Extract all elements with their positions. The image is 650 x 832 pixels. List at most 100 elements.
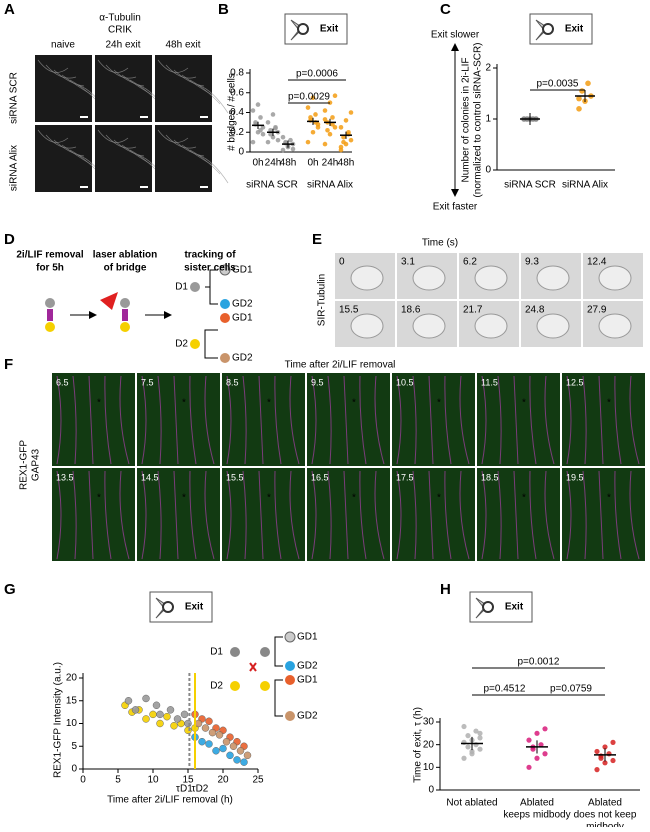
data-point [602,744,608,750]
data-point [465,733,471,739]
membrane [189,375,197,465]
data-point [243,751,252,760]
membrane [119,375,130,465]
icon-label: Exit [185,602,204,613]
icon-box [284,13,348,45]
data-point [330,115,335,120]
cell-shape [536,313,570,339]
icon-nucleus [297,23,309,35]
data-point [348,137,354,143]
group-label: siRNA SCR [246,180,298,191]
membrane [428,470,434,560]
fiber [173,69,205,87]
data-point [322,117,328,122]
data-point [322,108,328,113]
membrane [343,375,349,465]
data-point [240,758,248,766]
data-point [341,139,346,145]
x-tick-label: midbody [586,822,624,827]
data-point [585,80,591,87]
time-label: 10.5 [396,377,414,387]
membrane [544,375,555,465]
marker-label: τD1 [176,784,193,795]
tree-lines [204,269,218,359]
cell [285,675,295,685]
membrane [374,470,385,560]
fiber [45,64,77,79]
data-point [542,726,548,732]
fiber [197,154,229,184]
data-point [343,118,349,123]
panel-label: G [4,581,16,598]
cell [45,298,55,308]
x-tick-label: 0h [252,158,263,169]
data-point [166,706,175,714]
star: * [522,493,526,504]
tree-label: GD1 [297,632,318,643]
micrograph [95,125,152,192]
fiber [105,134,137,149]
x-tick-label: siRNA Alix [562,180,608,191]
data-point [265,139,271,145]
membrane [274,375,282,465]
membrane [396,470,402,560]
p-value: p=0.0006 [296,69,338,80]
star: * [352,398,356,409]
membrane [204,470,215,560]
direction-label: Exit faster [433,202,478,213]
data-point [526,764,532,770]
tree-label: GD2 [297,711,318,722]
membrane [444,375,452,465]
bridge [122,309,128,321]
cell-shape [598,265,632,291]
data-point [142,694,150,703]
icon-nucleus [162,601,174,613]
data-point [327,131,333,137]
cell [120,298,130,308]
data-point [219,744,227,753]
membrane [258,470,264,560]
x-tick-label: 5 [115,775,121,786]
icon-nucleus [542,23,554,35]
cell [230,681,240,691]
cell-shape [474,265,508,291]
membrane [374,375,385,465]
data-point [184,726,192,735]
cell [190,282,200,292]
step-label: sister cells [184,263,236,274]
group-label: siRNA Alix [307,180,353,191]
time-label: 11.5 [481,377,498,387]
membrane [459,470,470,560]
data-point [280,134,286,140]
data-point [538,742,544,748]
star: * [97,398,101,409]
panel-label: D [4,231,15,248]
membrane [289,470,300,560]
tree-label: GD1 [232,265,253,276]
panel-label: F [4,356,13,373]
tree-label: GD1 [232,313,253,324]
membrane [428,375,434,465]
membrane [359,470,367,560]
y-tick-label: 0 [428,785,434,796]
x-tick-label: 24h [322,158,339,169]
data-point [338,125,344,130]
data-point [152,701,161,710]
membrane [56,470,62,560]
data-point [149,710,157,719]
y-tick-label: 20 [66,673,78,684]
x-tick-label: 15 [182,775,194,786]
y-tick-label: 20 [423,739,435,750]
data-point [332,93,338,99]
fiber [113,69,145,87]
time-label: 15.5 [226,472,244,482]
fiber [113,139,145,157]
tree-label: GD1 [297,675,318,686]
cell [220,353,230,363]
y-axis-label: Number of colonies in 2i-LIF [461,57,472,182]
membrane [104,470,112,560]
y-axis-label: Time of exit, τ (h) [413,707,424,783]
row-label: siRNA Alix [9,145,20,191]
panel-label: H [440,581,451,598]
